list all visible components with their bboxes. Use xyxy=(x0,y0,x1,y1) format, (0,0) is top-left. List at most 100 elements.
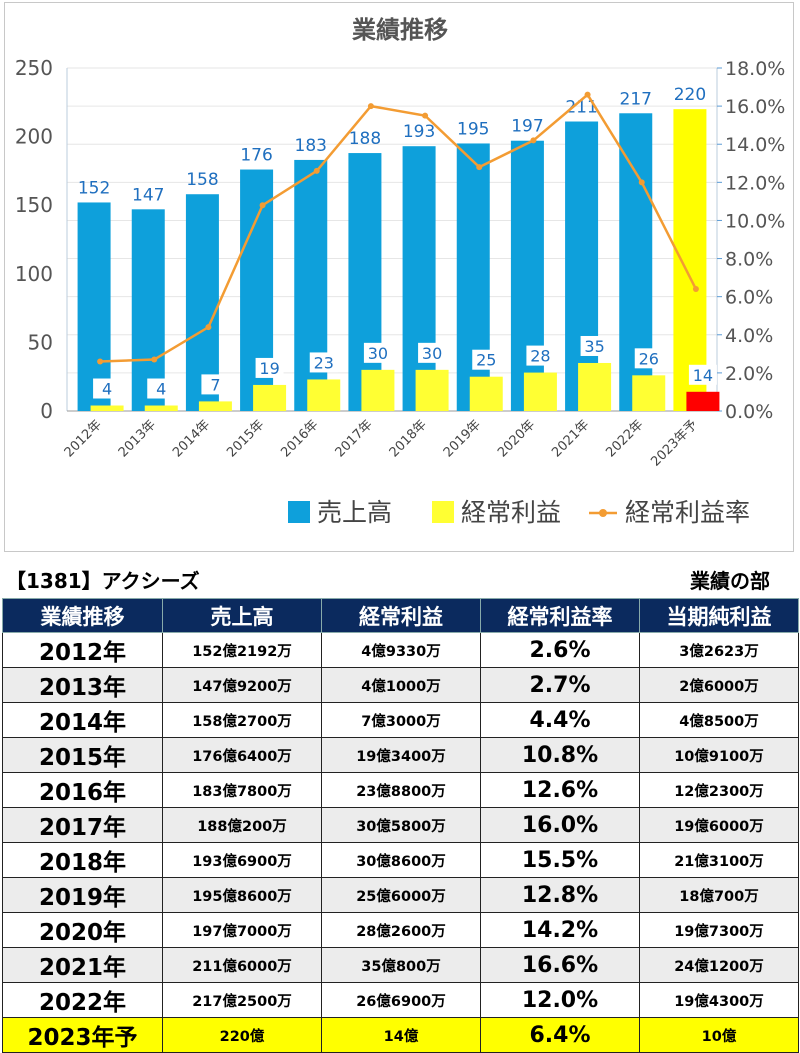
right-tick-label: 0.0% xyxy=(725,401,773,423)
profit-data-label: 26 xyxy=(639,349,659,368)
profit-label-bg xyxy=(634,348,663,369)
cell-period: 2018年 xyxy=(2,842,163,878)
cell-profit-rate: 15.5% xyxy=(480,842,640,878)
profit-rate-point xyxy=(97,358,104,365)
cell-profit-rate: 4.4% xyxy=(480,702,640,738)
x-tick-label: 2016年 xyxy=(278,417,321,460)
sales-data-label: 158 xyxy=(186,170,218,190)
cell-sales: 158億2700万 xyxy=(162,702,322,738)
table-row: 2013年 147億9200万 4億1000万 2.7% 2億6000万 xyxy=(2,667,799,703)
cell-period: 2012年 xyxy=(2,632,163,668)
x-tick-label: 2018年 xyxy=(387,417,430,460)
profit-bar xyxy=(90,405,124,411)
cell-sales: 197億7000万 xyxy=(162,912,322,948)
profit-data-label: 19 xyxy=(259,359,279,378)
cell-ordinary-profit: 26億6900万 xyxy=(321,982,481,1018)
x-tick-label: 2015年 xyxy=(224,417,267,460)
right-tick-label: 2.0% xyxy=(725,363,773,385)
sales-data-label: 195 xyxy=(457,119,489,139)
cell-period: 2014年 xyxy=(2,702,163,738)
profit-bar xyxy=(632,375,666,411)
left-tick-label: 0 xyxy=(40,399,53,423)
sales-bar xyxy=(510,140,544,411)
left-tick-label: 200 xyxy=(15,125,53,149)
performance-chart: 業績推移 0 50 100 150 200 250 0.0% 2.0% 4.0% 6.0% 8.0% 1… xyxy=(15,16,786,527)
cell-net-income: 12億2300万 xyxy=(639,772,799,808)
profit-label-bg xyxy=(580,335,609,356)
cell-sales: 188億200万 xyxy=(162,807,322,843)
table-header-row: 業績推移 売上高 経常利益 経常利益率 当期純利益 xyxy=(2,598,799,633)
right-tick-label: 10.0% xyxy=(725,210,785,232)
cell-profit-rate: 2.6% xyxy=(480,632,640,668)
profit-bar xyxy=(144,405,178,411)
profit-label-bg xyxy=(309,352,338,373)
left-tick-label: 100 xyxy=(15,262,53,286)
legend-label-rate: 経常利益率 xyxy=(625,498,750,527)
cell-profit-rate: 12.0% xyxy=(480,982,640,1018)
profit-data-label: 35 xyxy=(584,337,604,356)
sales-data-label: 197 xyxy=(511,117,543,137)
table-row: 2019年 195億8600万 25億6000万 12.8% 18億700万 xyxy=(2,877,799,913)
table-row: 2021年 211億6000万 35億800万 16.6% 24億1200万 xyxy=(2,947,799,983)
performance-table: 業績推移 売上高 経常利益 経常利益率 当期純利益 2012年 152億2192万… xyxy=(2,598,799,1053)
sales-bar xyxy=(673,109,707,411)
cell-ordinary-profit: 35億800万 xyxy=(321,947,481,983)
cell-sales: 176億6400万 xyxy=(162,737,322,773)
cell-net-income: 10億9100万 xyxy=(639,737,799,773)
profit-bar xyxy=(415,369,449,411)
sales-data-label: 211 xyxy=(565,98,597,118)
profit-rate-point xyxy=(205,324,212,331)
profit-data-label: 28 xyxy=(530,347,550,366)
cell-period: 2023年予 xyxy=(2,1017,163,1053)
profit-bar xyxy=(307,379,341,411)
profit-data-label: 23 xyxy=(314,353,334,372)
cell-net-income: 19億7300万 xyxy=(639,912,799,948)
right-tick-label: 12.0% xyxy=(725,172,785,194)
cell-period: 2019年 xyxy=(2,877,163,913)
table-row: 2023年予 220億 14億 6.4% 10億 xyxy=(2,1017,799,1053)
profit-label-bg xyxy=(526,345,555,366)
cell-net-income: 19億6000万 xyxy=(639,807,799,843)
cell-profit-rate: 6.4% xyxy=(480,1017,640,1053)
profit-rate-point xyxy=(692,286,699,293)
cell-profit-rate: 16.6% xyxy=(480,947,640,983)
profit-bar xyxy=(198,401,232,411)
right-tick-label: 4.0% xyxy=(725,325,773,347)
cell-net-income: 19億4300万 xyxy=(639,982,799,1018)
profit-rate-point xyxy=(530,137,537,144)
table-row: 2018年 193億6900万 30億8600万 15.5% 21億3100万 xyxy=(2,842,799,878)
left-tick-label: 250 xyxy=(15,56,53,80)
table-row: 2017年 188億200万 30億5800万 16.0% 19億6000万 xyxy=(2,807,799,843)
cell-ordinary-profit: 28億2600万 xyxy=(321,912,481,948)
section-title: 業績の部 xyxy=(690,569,770,593)
profit-data-label: 7 xyxy=(210,375,220,394)
cell-ordinary-profit: 7億3000万 xyxy=(321,702,481,738)
cell-net-income: 10億 xyxy=(639,1017,799,1053)
cell-period: 2022年 xyxy=(2,982,163,1018)
profit-data-label: 4 xyxy=(102,380,112,399)
x-tick-label: 2020年 xyxy=(495,417,538,460)
table-row: 2016年 183億7800万 23億8800万 12.6% 12億2300万 xyxy=(2,772,799,808)
profit-label-bg xyxy=(93,378,122,399)
x-tick-label: 2023年予 xyxy=(648,417,700,469)
sales-data-label: 188 xyxy=(349,129,381,149)
sales-data-label: 176 xyxy=(240,146,272,166)
chart-frame: 業績推移 0 50 100 150 200 250 0.0% 2.0% 4.0% 6.0% 8.0% 1… xyxy=(4,2,794,552)
profit-rate-point xyxy=(313,167,320,174)
profit-rate-point xyxy=(476,164,483,171)
table-row: 2014年 158億2700万 7億3000万 4.4% 4億8500万 xyxy=(2,702,799,738)
profit-bar xyxy=(469,376,503,411)
sales-data-label: 193 xyxy=(403,122,435,142)
cell-net-income: 2億6000万 xyxy=(639,667,799,703)
cell-ordinary-profit: 14億 xyxy=(321,1017,481,1053)
table-row: 2012年 152億2192万 4億9330万 2.6% 3億2623万 xyxy=(2,632,799,668)
cell-profit-rate: 12.8% xyxy=(480,877,640,913)
cell-period: 2016年 xyxy=(2,772,163,808)
header-ordinary-profit: 経常利益 xyxy=(321,598,481,633)
profit-rate-point xyxy=(638,179,645,186)
profit-rate-point xyxy=(584,91,591,98)
sales-data-label: 152 xyxy=(78,178,110,198)
cell-net-income: 4億8500万 xyxy=(639,702,799,738)
profit-label-bg xyxy=(147,378,176,399)
profit-data-label: 25 xyxy=(476,351,496,370)
